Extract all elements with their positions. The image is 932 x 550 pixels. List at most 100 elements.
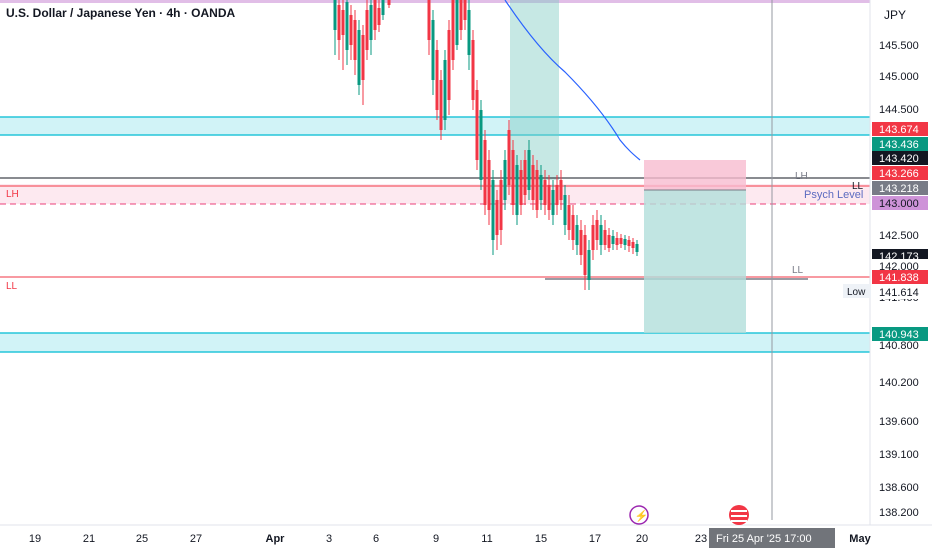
price-tick-label: 145.000	[879, 71, 919, 83]
price-badge-label: 141.614	[879, 287, 919, 299]
candle-body	[491, 180, 495, 240]
price-badges: 143.674 143.436 143.420 143.266 143.218 143.0…	[872, 122, 928, 341]
candle-body	[499, 180, 503, 230]
top-purple-zone	[0, 0, 870, 3]
candle-body	[353, 20, 357, 60]
candle-body	[345, 2, 349, 50]
time-tick-label: 27	[190, 533, 202, 545]
lightning-event-icon[interactable]	[629, 505, 649, 525]
time-tick-label: 25	[136, 533, 148, 545]
price-badge-bg	[872, 151, 928, 165]
candle-body	[547, 185, 551, 210]
price-tick-label: 145.500	[879, 40, 919, 52]
crosshair-time-label-bg	[709, 528, 835, 548]
lower-cyan-zone	[0, 333, 870, 352]
currency-label[interactable]: JPY	[883, 8, 906, 22]
candle-body	[333, 0, 337, 30]
take-profit-zone[interactable]	[644, 190, 746, 333]
candle-body	[531, 165, 535, 200]
time-tick-label: 19	[29, 533, 41, 545]
candle-body	[483, 140, 487, 205]
candle-body	[357, 30, 361, 85]
candle-body	[503, 160, 507, 200]
candle-body	[369, 5, 373, 40]
stop-loss-zone[interactable]	[644, 160, 746, 190]
candle-body	[535, 170, 539, 210]
candle-body	[515, 165, 519, 215]
time-axis[interactable]: 19 21 25 27 Apr 3 6 9 11 15 17 20 23 May	[29, 533, 872, 545]
candle-body	[431, 20, 435, 80]
price-tick-label: 139.100	[879, 449, 919, 461]
price-badge-label: 143.674	[879, 124, 919, 136]
candle-body	[595, 220, 599, 240]
candle-body	[559, 180, 563, 200]
candle-body	[619, 238, 623, 244]
time-tick-label: 3	[326, 533, 332, 545]
price-badge-bg	[872, 259, 928, 273]
candle-body	[527, 150, 531, 190]
price-badge-label: 143.436	[879, 139, 919, 151]
candle-body	[487, 160, 491, 210]
candle-body	[615, 238, 619, 245]
price-badge-bg	[872, 270, 928, 284]
candle-body	[563, 195, 567, 225]
candle-body	[635, 244, 639, 252]
price-badge-bg	[872, 196, 928, 210]
candle-body	[523, 160, 527, 195]
candle-body	[451, 0, 455, 60]
candle-body	[575, 225, 579, 245]
flag-stripe-icon	[731, 515, 747, 517]
lh-right-label: LH	[795, 171, 808, 182]
candle-body	[627, 240, 631, 246]
candle-body	[555, 185, 559, 205]
candle-body	[427, 0, 431, 40]
time-tick-label: 23	[695, 533, 707, 545]
low-label-bg	[843, 284, 871, 298]
candle-body	[381, 0, 385, 15]
candle-body	[611, 236, 615, 244]
candle-body	[507, 130, 511, 185]
candle-body	[567, 205, 571, 230]
price-badge-label: 143.266	[879, 168, 919, 180]
lightning-glyph-icon: ⚡	[635, 510, 649, 523]
time-tick-label: 20	[636, 533, 648, 545]
price-badge-bg	[872, 285, 928, 299]
candle-body	[587, 250, 591, 280]
candle-body	[455, 0, 459, 45]
time-tick-label: 9	[433, 533, 439, 545]
time-tick-label: May	[849, 533, 871, 545]
flag-stripe-icon	[731, 520, 747, 522]
price-axis[interactable]: 145.500145.000144.500142.500141.400140.8…	[879, 40, 919, 519]
price-tick-label: 140.800	[879, 340, 919, 352]
candle-body	[341, 10, 345, 35]
candle-body	[511, 150, 515, 205]
crosshair-time-label: Fri 25 Apr '25 17:00	[716, 533, 812, 545]
ll-right-top-label: LL	[852, 181, 864, 192]
candle-body	[603, 230, 607, 245]
candle-body	[495, 200, 499, 235]
candle-body	[479, 110, 483, 180]
candle-body	[443, 60, 447, 120]
candle-body	[463, 0, 467, 20]
candle-body	[543, 180, 547, 205]
candle-body	[623, 239, 627, 245]
candle-body	[361, 35, 365, 80]
price-tick-label: 140.200	[879, 377, 919, 389]
candle-body	[435, 50, 439, 110]
candle-body	[583, 235, 587, 275]
candle-body	[459, 0, 463, 30]
moving-average-line	[504, 0, 641, 161]
price-tick-label: 138.600	[879, 482, 919, 494]
candle-body	[387, 0, 391, 5]
candle-body	[337, 5, 341, 40]
candle-body	[607, 235, 611, 248]
price-badge-label: 140.943	[879, 329, 919, 341]
candle-body	[467, 10, 471, 55]
price-badge-label: 143.420	[879, 153, 919, 165]
candle-body	[579, 230, 583, 255]
low-label: Low	[847, 287, 866, 298]
psych-level-label: Psych Level	[804, 189, 863, 201]
candle-body	[439, 80, 443, 130]
candle-body	[599, 225, 603, 245]
